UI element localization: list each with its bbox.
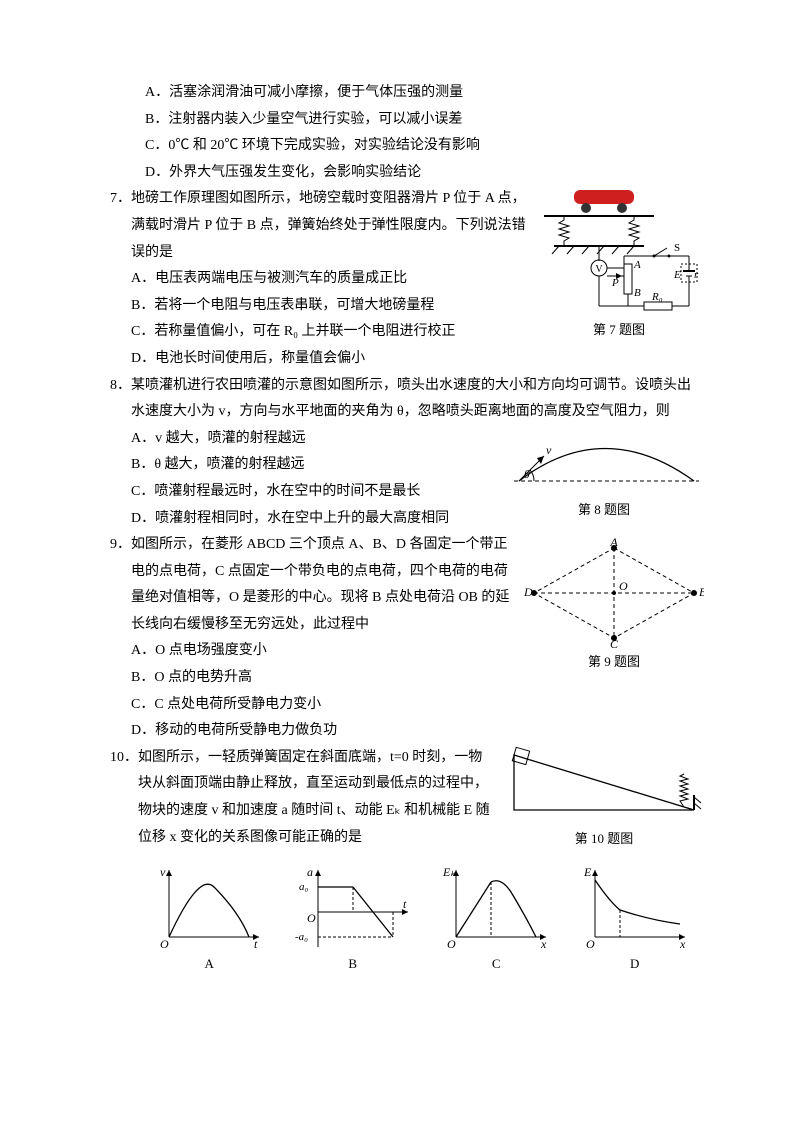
q8-figure: v θ 第 8 题图	[504, 426, 704, 523]
q9: 9． 如图所示，在菱形 ABCD 三个顶点 A、B、D 各固定一个带正电的点电荷…	[110, 532, 516, 745]
vO: O	[619, 579, 628, 593]
q6-opt-c: C．0℃ 和 20℃ 环境下完成实验，对实验结论没有影响	[145, 133, 704, 160]
q6-opt-a: A．活塞涂润滑油可减小摩擦，便于气体压强的测量	[145, 80, 704, 107]
q10-graphs: v t O A a a₀ -a₀ t O B	[110, 862, 704, 977]
graph-b: a a₀ -a₀ t O B	[293, 862, 413, 977]
q8-num: 8．	[110, 373, 131, 400]
q9-caption: 第 9 题图	[524, 650, 704, 675]
q7-figure: V S A P B E r R₀ 第 7 题图	[534, 186, 704, 343]
q7-opt-a: A．电压表两端电压与被测汽车的质量成正比	[131, 266, 526, 293]
gD-O: O	[586, 937, 595, 951]
q9-opt-b: B．O 点的电势升高	[131, 665, 516, 692]
gA-y: v	[160, 865, 166, 879]
q9-opt-d: D．移动的电荷所受静电力做负功	[131, 718, 516, 745]
gA-label: A	[154, 952, 264, 977]
gB-x: t	[403, 897, 407, 911]
gB-y1: a₀	[299, 881, 309, 893]
graph-b-icon: a a₀ -a₀ t O	[293, 862, 413, 952]
voltmeter-label: V	[595, 264, 603, 275]
q7-caption: 第 7 题图	[534, 318, 704, 343]
vB: B	[699, 585, 704, 599]
gC-O: O	[447, 937, 456, 951]
q9-opt-a: A．O 点电场强度变小	[131, 638, 516, 665]
q7: 7． 地磅工作原理图如图所示，地磅空载时变阻器滑片 P 位于 A 点，满载时滑片…	[110, 186, 526, 372]
q8-stem: 某喷灌机进行农田喷灌的示意图如图所示，喷头出水速度的大小和方向均可调节。设喷头出…	[131, 378, 691, 420]
gB-label: B	[293, 952, 413, 977]
q10-figure: 第 10 题图	[504, 745, 704, 852]
q8-caption: 第 8 题图	[504, 498, 704, 523]
graph-a-icon: v t O	[154, 862, 264, 952]
switch-label: S	[674, 242, 680, 254]
gC-x: x	[540, 937, 547, 951]
graph-c-icon: Eₖ x O	[441, 862, 551, 952]
r0-label: R₀	[651, 291, 663, 303]
q9-figure: A B C D O 第 9 题图	[524, 538, 704, 675]
rhombus-icon: A B C D O	[524, 538, 704, 648]
q10-num: 10．	[110, 745, 138, 772]
graph-d-icon: E x O	[580, 862, 690, 952]
v-label: v	[546, 443, 552, 457]
gC-y: Eₖ	[442, 865, 456, 879]
gD-y: E	[583, 865, 592, 879]
q9-num: 9．	[110, 532, 131, 559]
r-label: r	[694, 269, 699, 281]
graph-d: E x O D	[580, 862, 690, 977]
vC: C	[610, 637, 619, 648]
gA-x: t	[254, 937, 258, 951]
theta-label: θ	[524, 467, 530, 481]
gB-y2: -a₀	[295, 931, 308, 943]
circuit-icon: V S A P B E r R₀	[534, 186, 704, 316]
pointB-label: B	[634, 287, 641, 299]
q7-opt-b: B．若将一个电阻与电压表串联，可增大地磅量程	[131, 293, 526, 320]
q7-opt-d: D．电池长时间使用后，称量值会偏小	[131, 346, 526, 373]
graph-c: Eₖ x O C	[441, 862, 551, 977]
q10-caption: 第 10 题图	[504, 827, 704, 852]
gD-x: x	[679, 937, 686, 951]
trajectory-icon: v θ	[504, 426, 704, 496]
q10-stem: 如图所示，一轻质弹簧固定在斜面底端，t=0 时刻，一物块从斜面顶端由静止释放，直…	[138, 750, 490, 845]
gB-y: a	[307, 865, 313, 879]
gB-O: O	[307, 911, 316, 925]
slider-label: P	[611, 277, 619, 289]
q9-stem: 如图所示，在菱形 ABCD 三个顶点 A、B、D 各固定一个带正电的点电荷，C …	[131, 537, 509, 632]
q7-stem: 地磅工作原理图如图所示，地磅空载时变阻器滑片 P 位于 A 点，满载时滑片 P …	[131, 191, 526, 259]
q7-opt-c: C．若称量值偏小，可在 R₀ 上并联一个电阻进行校正	[131, 319, 526, 346]
q6-options: A．活塞涂润滑油可减小摩擦，便于气体压强的测量 B．注射器内装入少量空气进行实验…	[145, 80, 704, 186]
gC-label: C	[441, 952, 551, 977]
graph-a: v t O A	[154, 862, 264, 977]
gA-O: O	[160, 937, 169, 951]
incline-icon	[504, 745, 704, 825]
vA: A	[609, 538, 618, 549]
q6-opt-d: D．外界大气压强发生变化，会影响实验结论	[145, 160, 704, 187]
vD: D	[524, 585, 533, 599]
q8: 8． 某喷灌机进行农田喷灌的示意图如图所示，喷头出水速度的大小和方向均可调节。设…	[110, 373, 704, 533]
q9-opt-c: C．C 点处电荷所受静电力变小	[131, 692, 516, 719]
emf-label: E	[673, 269, 681, 281]
q6-opt-b: B．注射器内装入少量空气进行实验，可以减小误差	[145, 107, 704, 134]
q7-num: 7．	[110, 186, 131, 213]
gD-label: D	[580, 952, 690, 977]
q10: 10． 如图所示，一轻质弹簧固定在斜面底端，t=0 时刻，一物块从斜面顶端由静止…	[110, 745, 496, 851]
pointA-label: A	[633, 259, 641, 271]
